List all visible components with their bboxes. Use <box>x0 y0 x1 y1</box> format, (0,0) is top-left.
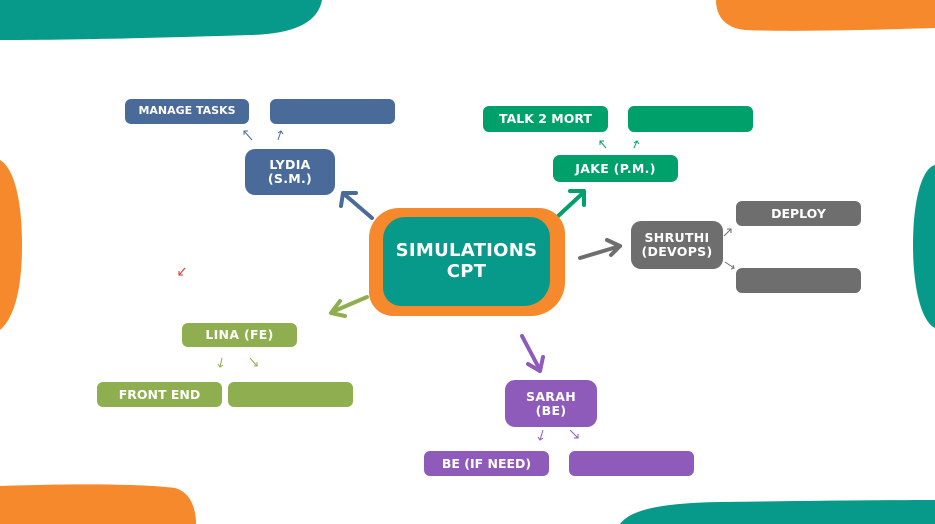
node-sarah-line2: (BE) <box>535 402 567 418</box>
node-jake[interactable]: JAKE (P.M.) <box>553 155 678 182</box>
sub-arrows-jake <box>599 140 640 149</box>
central-topic[interactable]: SIMULATIONS CPT <box>383 217 550 306</box>
decor-blob-top-left <box>0 0 322 40</box>
node-sarah[interactable]: SARAH (BE) <box>505 380 597 427</box>
decor-blob-bottom-right <box>620 500 935 524</box>
node-lydia-line2: (S.M.) <box>267 171 313 186</box>
task-sarah-1-label: BE (IF NEED) <box>441 455 532 471</box>
stray-arrow <box>178 267 186 276</box>
sub-arrows-shruthi <box>723 228 735 270</box>
decor-blob-bottom-left <box>0 484 196 524</box>
node-shruthi-line1: SHRUTHI <box>644 230 710 246</box>
arrow-center-to-shruthi <box>578 238 622 260</box>
arrow-center-to-jake <box>554 189 586 220</box>
task-shruthi-1[interactable]: DEPLOY <box>736 201 861 226</box>
node-lydia[interactable]: LYDIA (S.M.) <box>245 149 335 195</box>
arrow-center-to-lydia <box>339 191 374 220</box>
sub-arrows-lina <box>217 357 258 368</box>
node-lina[interactable]: LINA (FE) <box>182 323 297 347</box>
node-jake-label: JAKE (P.M.) <box>575 160 656 176</box>
task-sarah-1[interactable]: BE (IF NEED) <box>424 451 549 476</box>
task-lina-1-label: FRONT END <box>118 386 201 402</box>
sub-arrows-lydia <box>243 130 284 141</box>
task-lydia-1[interactable]: MANAGE TASKS <box>125 99 249 124</box>
task-jake-1[interactable]: TALK 2 MORT <box>483 106 608 132</box>
sub-arrows-sarah <box>537 429 579 441</box>
node-shruthi[interactable]: SHRUTHI (DEVOPS) <box>631 221 723 269</box>
node-sarah-line1: SARAH <box>526 388 576 404</box>
task-sarah-2[interactable] <box>569 451 694 476</box>
task-jake-1-label: TALK 2 MORT <box>499 111 592 127</box>
decor-blob-left <box>0 160 22 330</box>
central-topic-line2: CPT <box>446 260 487 282</box>
decor-blob-top-right <box>716 0 935 31</box>
task-lina-1[interactable]: FRONT END <box>97 382 222 407</box>
task-shruthi-1-label: DEPLOY <box>771 205 826 221</box>
task-shruthi-2[interactable] <box>736 268 861 293</box>
arrow-center-to-sarah <box>520 334 545 373</box>
task-lina-2[interactable] <box>228 382 353 407</box>
node-lydia-line1: LYDIA <box>269 157 311 173</box>
node-shruthi-line2: (DEVOPS) <box>641 244 713 259</box>
central-topic-line1: SIMULATIONS <box>395 239 538 261</box>
node-lina-label: LINA (FE) <box>205 327 274 343</box>
arrow-center-to-lina <box>329 295 369 318</box>
task-lydia-1-label: MANAGE TASKS <box>138 104 236 118</box>
decor-blob-right <box>913 165 935 328</box>
task-jake-2[interactable] <box>628 106 753 132</box>
task-lydia-2[interactable] <box>270 99 395 124</box>
